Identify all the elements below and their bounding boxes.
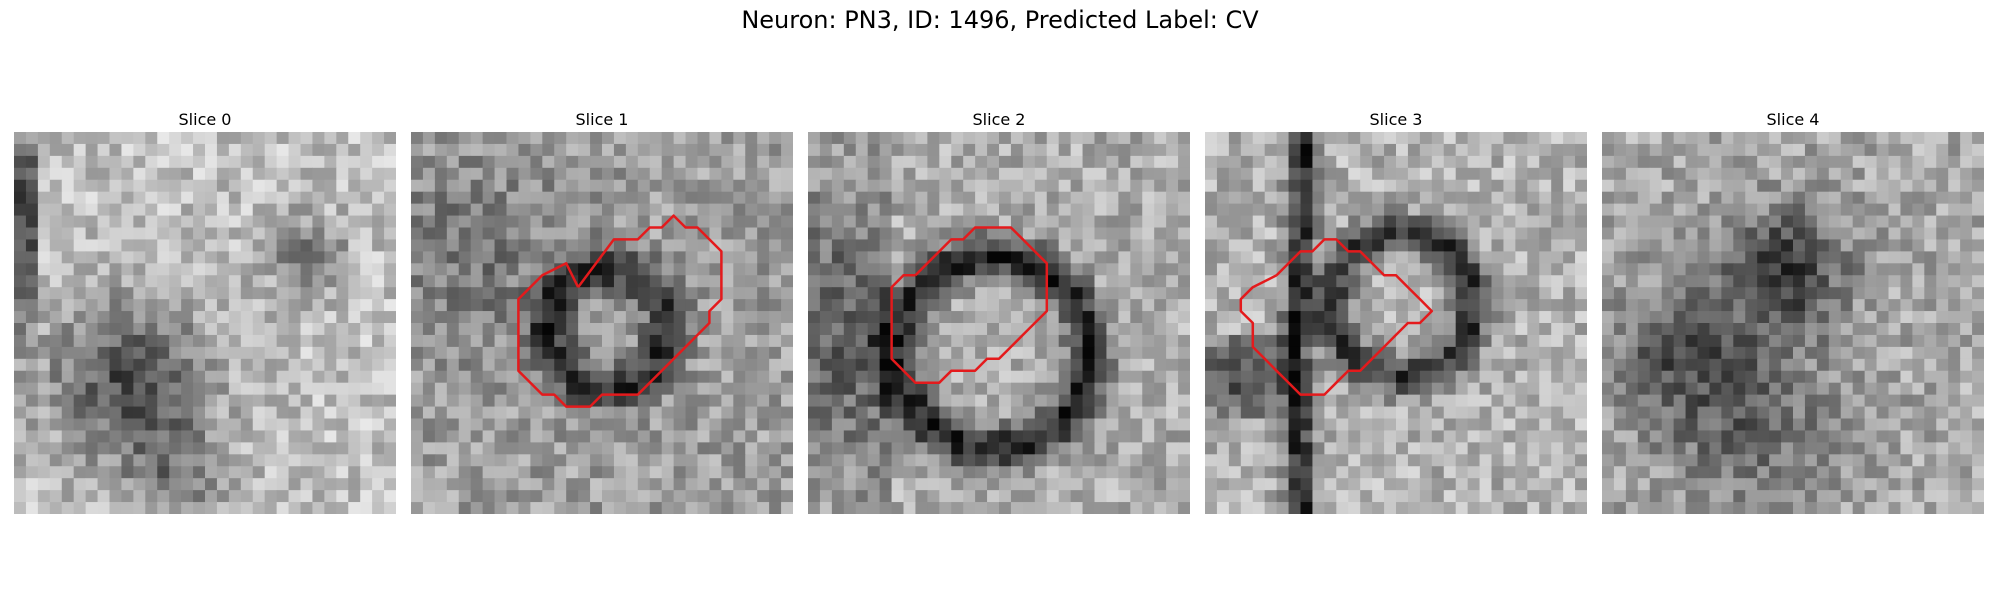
slice-image-3 (1205, 132, 1587, 514)
slice-panel-2: Slice 2 (808, 108, 1190, 514)
slice-panel-0: Slice 0 (14, 108, 396, 514)
slice-image-4 (1602, 132, 1984, 514)
slice-image-0 (14, 132, 396, 514)
pixel-grid (411, 132, 793, 514)
slice-panel-1: Slice 1 (411, 108, 793, 514)
pixel-grid (1205, 132, 1587, 514)
slice-title: Slice 3 (1205, 108, 1587, 132)
slice-panel-4: Slice 4 (1602, 108, 1984, 514)
slice-title: Slice 1 (411, 108, 793, 132)
slice-title: Slice 4 (1602, 108, 1984, 132)
slice-title: Slice 2 (808, 108, 1190, 132)
figure-title: Neuron: PN3, ID: 1496, Predicted Label: … (0, 6, 2000, 34)
pixel-grid (808, 132, 1190, 514)
slice-panel-3: Slice 3 (1205, 108, 1587, 514)
slice-image-2 (808, 132, 1190, 514)
slice-image-1 (411, 132, 793, 514)
slice-title: Slice 0 (14, 108, 396, 132)
pixel-grid (1602, 132, 1984, 514)
pixel-grid (14, 132, 396, 514)
